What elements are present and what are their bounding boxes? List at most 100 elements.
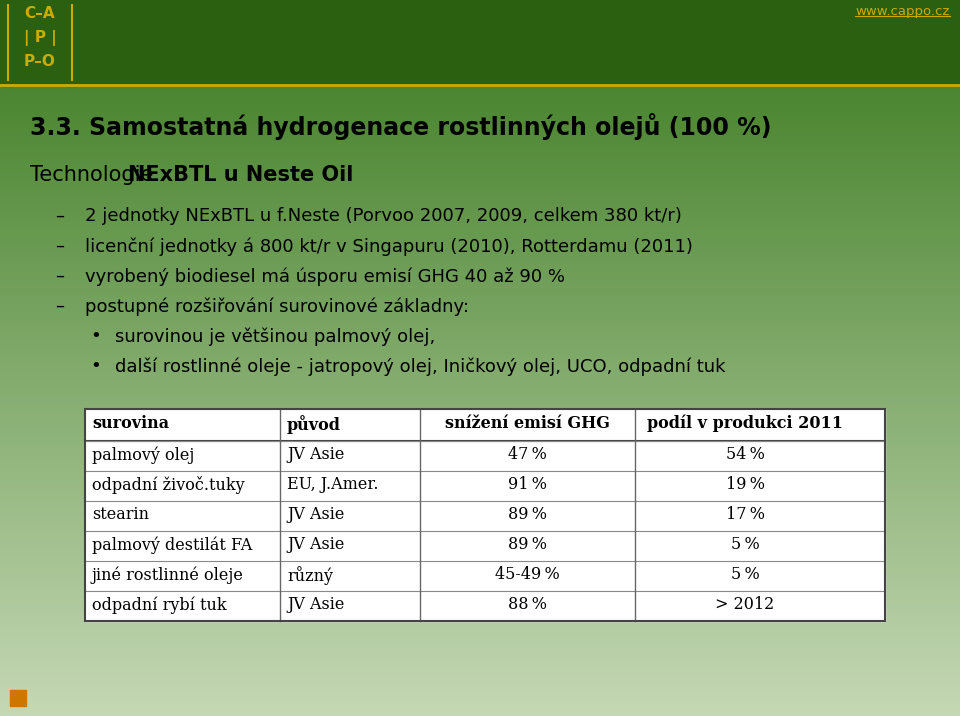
Bar <box>10 690 26 706</box>
Bar <box>0 183 960 186</box>
Bar <box>0 222 960 226</box>
Bar <box>0 487 960 490</box>
Bar <box>0 50 960 54</box>
Bar <box>0 458 960 462</box>
Bar <box>0 268 960 272</box>
Bar <box>0 136 960 140</box>
Bar <box>0 637 960 641</box>
Bar <box>0 301 960 304</box>
Bar <box>0 236 960 240</box>
Text: •: • <box>90 327 101 345</box>
Bar <box>0 662 960 666</box>
Bar <box>0 652 960 655</box>
Bar <box>0 669 960 673</box>
Bar <box>0 494 960 498</box>
Bar <box>0 115 960 118</box>
Bar <box>0 118 960 122</box>
Text: 17 %: 17 % <box>726 506 764 523</box>
Text: P–O: P–O <box>24 54 56 69</box>
Bar <box>0 18 960 21</box>
Bar <box>0 455 960 458</box>
Bar <box>0 233 960 236</box>
Bar <box>0 655 960 659</box>
Text: surovinou je většinou palmový olej,: surovinou je většinou palmový olej, <box>115 327 435 346</box>
Bar <box>0 90 960 93</box>
Bar <box>0 594 960 598</box>
Bar <box>0 247 960 251</box>
Bar <box>0 591 960 594</box>
Text: > 2012: > 2012 <box>715 596 775 613</box>
Bar <box>0 304 960 308</box>
Bar <box>0 516 960 519</box>
Bar <box>0 519 960 523</box>
Bar <box>0 383 960 387</box>
Bar <box>0 526 960 530</box>
Bar <box>0 401 960 405</box>
Bar <box>0 619 960 623</box>
Bar <box>0 32 960 36</box>
Bar <box>0 444 960 448</box>
Bar <box>0 179 960 183</box>
Bar <box>0 430 960 433</box>
Bar <box>0 122 960 125</box>
Bar <box>0 576 960 580</box>
Text: NExBTL u Neste Oil: NExBTL u Neste Oil <box>129 165 354 185</box>
Bar <box>0 673 960 677</box>
Bar <box>0 641 960 644</box>
Text: JV Asie: JV Asie <box>287 596 345 613</box>
Bar <box>0 448 960 451</box>
Text: Technologie: Technologie <box>30 165 160 185</box>
Bar <box>0 158 960 161</box>
Bar <box>0 197 960 200</box>
Bar <box>0 512 960 516</box>
Bar <box>0 75 960 79</box>
Text: 5 %: 5 % <box>731 566 759 583</box>
Bar <box>0 483 960 487</box>
Bar <box>0 243 960 247</box>
Bar <box>0 186 960 190</box>
Text: JV Asie: JV Asie <box>287 506 345 523</box>
Bar <box>0 508 960 512</box>
Bar <box>0 548 960 551</box>
Bar <box>0 537 960 541</box>
Text: –: – <box>55 207 64 225</box>
Bar <box>0 376 960 379</box>
Text: postupné rozšiřování surovinové základny:: postupné rozšiřování surovinové základny… <box>85 297 469 316</box>
Text: | P |: | P | <box>24 30 57 46</box>
Bar <box>0 43 960 47</box>
Bar <box>0 54 960 57</box>
Text: stearin: stearin <box>92 506 149 523</box>
Bar <box>0 372 960 376</box>
Bar <box>0 258 960 261</box>
Bar <box>0 283 960 286</box>
Bar <box>0 702 960 705</box>
Bar <box>0 405 960 408</box>
Text: –: – <box>55 237 64 255</box>
Bar <box>0 129 960 132</box>
Text: 54 %: 54 % <box>726 446 764 463</box>
Bar <box>0 79 960 82</box>
Text: snížení emisí GHG: snížení emisí GHG <box>445 415 610 432</box>
Bar <box>0 390 960 394</box>
Bar <box>0 626 960 630</box>
Bar <box>0 11 960 14</box>
Bar <box>0 648 960 652</box>
Text: různý: různý <box>287 566 333 585</box>
Text: JV Asie: JV Asie <box>287 536 345 553</box>
Bar <box>0 562 960 566</box>
Bar <box>0 286 960 290</box>
Bar <box>0 161 960 165</box>
Bar <box>0 566 960 569</box>
Bar <box>0 433 960 437</box>
Bar <box>0 93 960 97</box>
Bar <box>0 677 960 680</box>
Bar <box>0 297 960 301</box>
Bar <box>0 465 960 469</box>
Bar <box>0 358 960 362</box>
Bar <box>0 276 960 279</box>
Bar <box>0 462 960 465</box>
Bar <box>0 100 960 104</box>
Bar <box>0 61 960 64</box>
Bar <box>0 691 960 695</box>
Bar <box>0 265 960 268</box>
